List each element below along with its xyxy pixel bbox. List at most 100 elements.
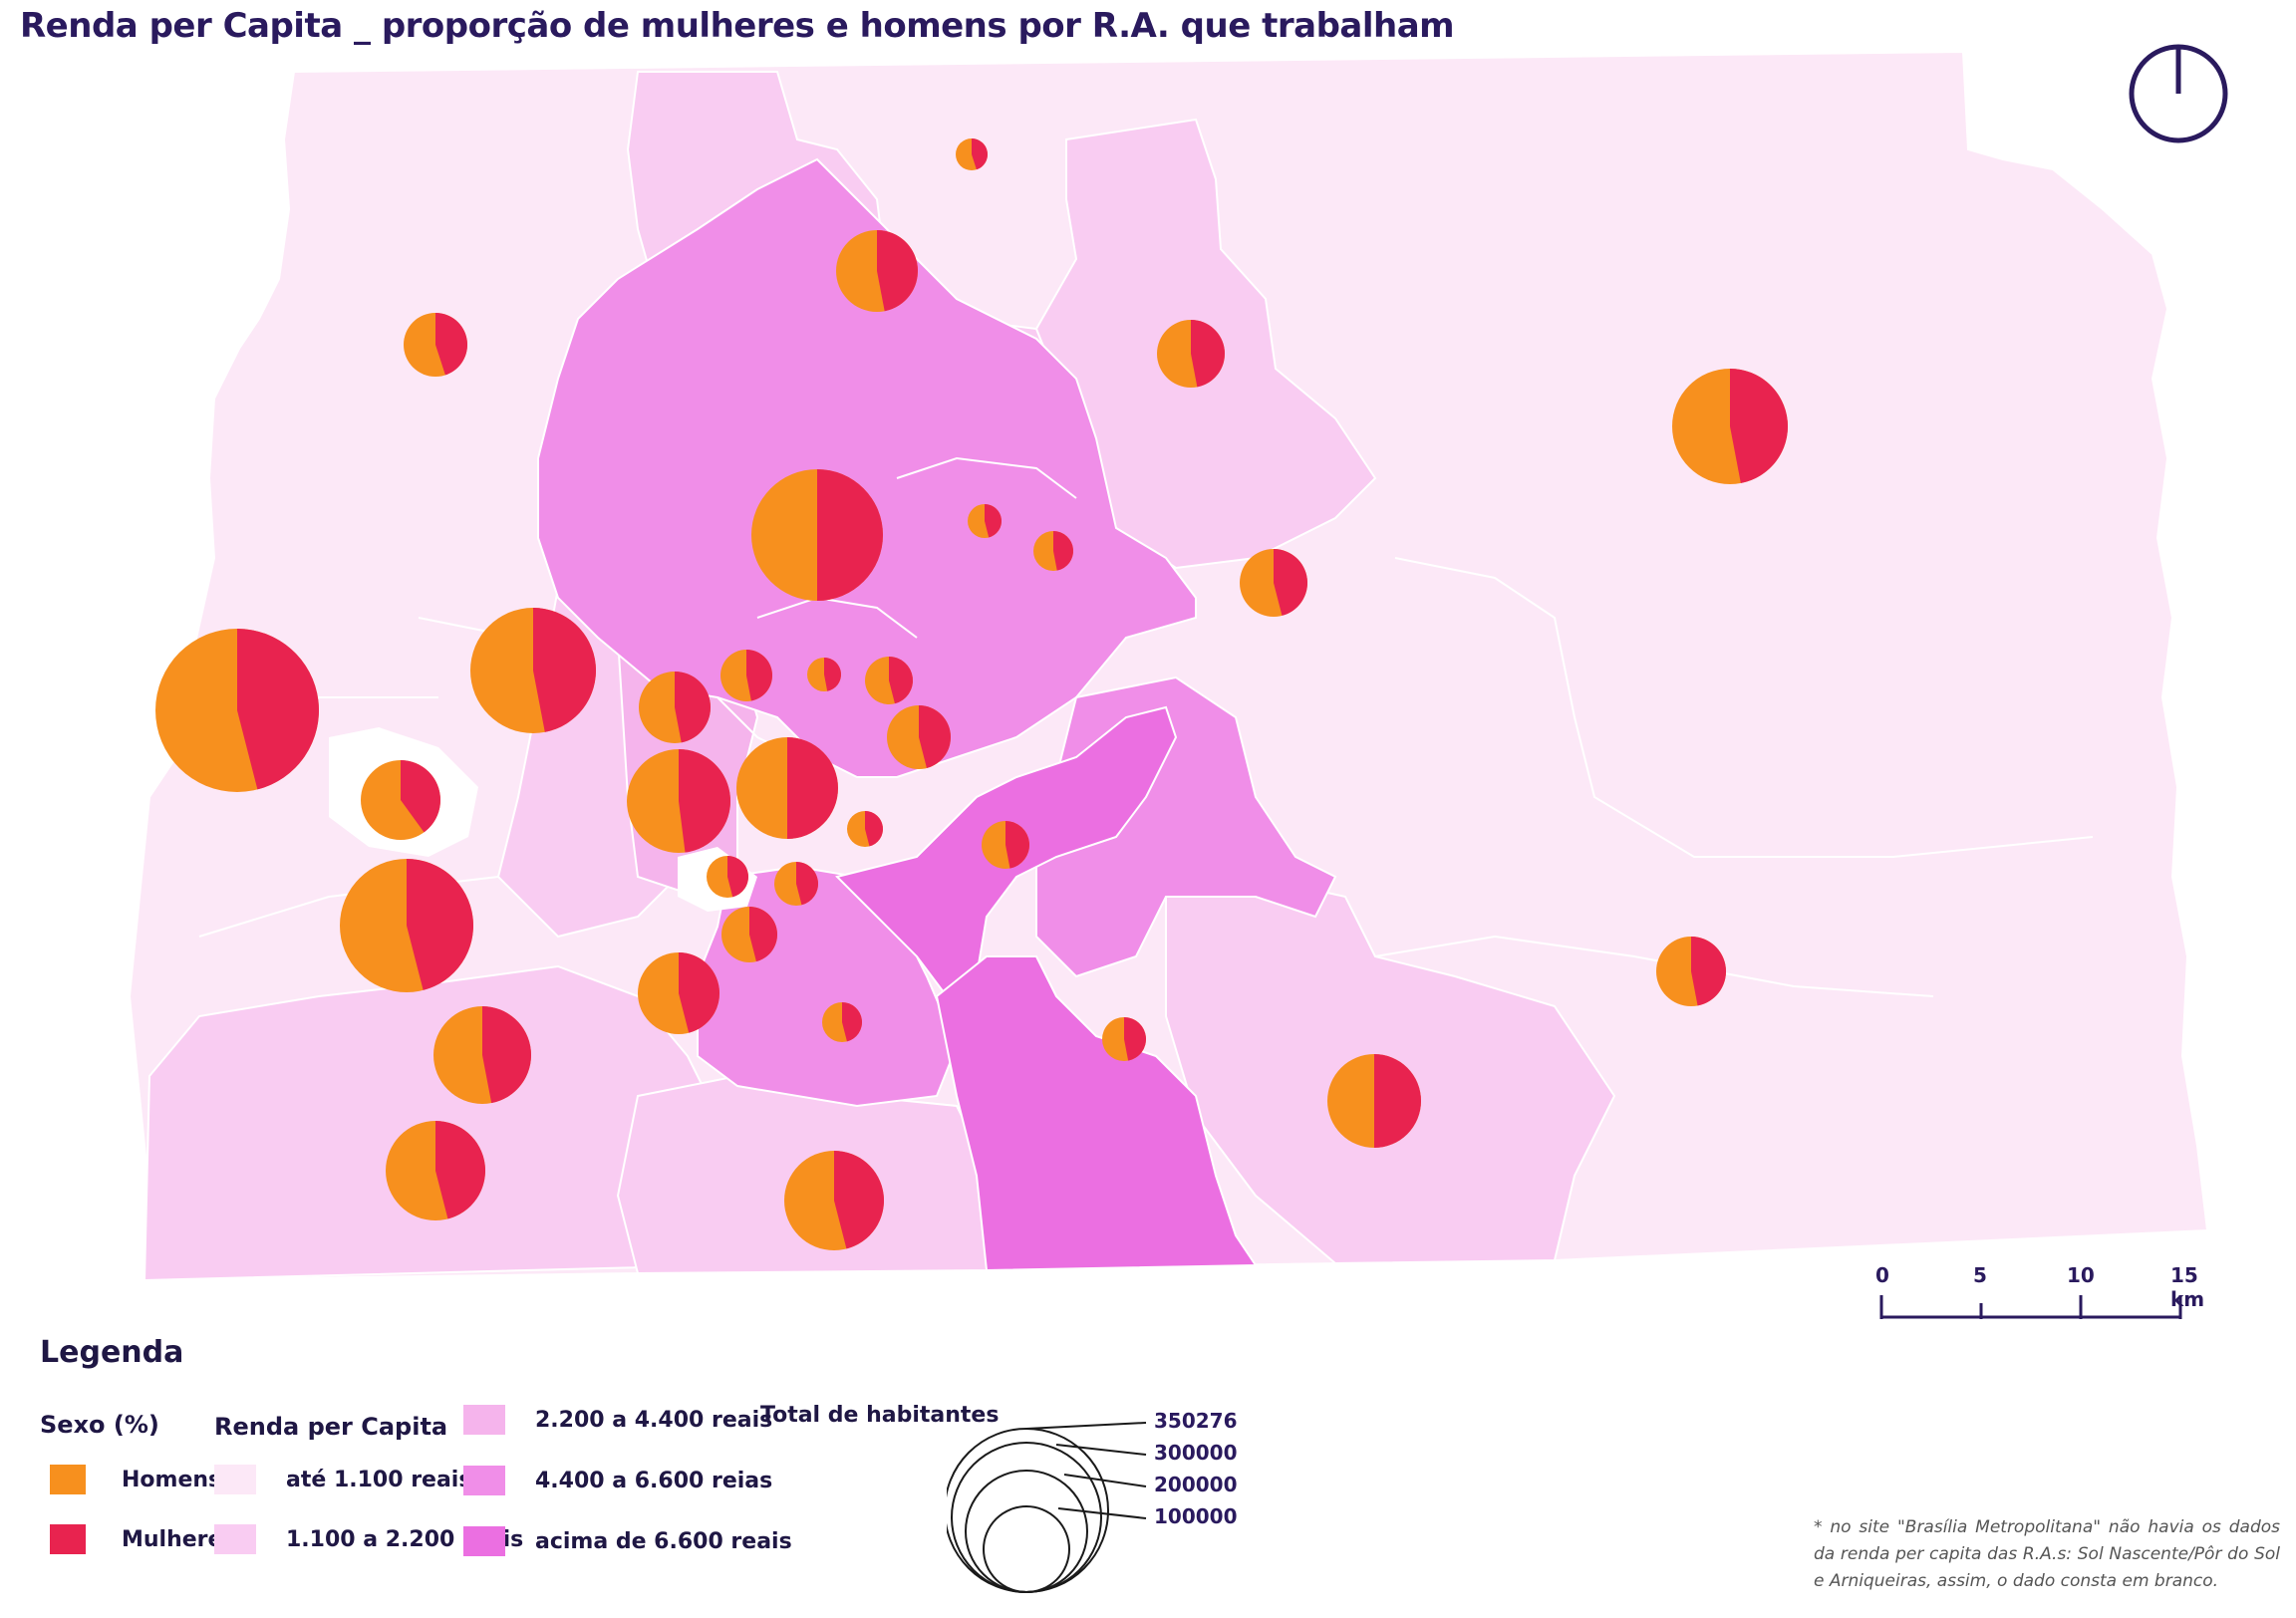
pie-ra-21 [982,821,1029,869]
pie-ra-18 [736,737,838,839]
pie-slice-mulheres [1374,1054,1421,1148]
legend-label-homens: Homens [122,1467,222,1492]
pie-ra-23 [774,862,818,906]
legend-habitantes-300000: 300000 [1154,1441,1238,1465]
pie-ra-5 [1672,369,1788,484]
legend-swatch-renda-5 [463,1526,505,1556]
legend-label-renda-1: até 1.100 reais [286,1467,472,1492]
pie-slice-mulheres [1124,1017,1147,1061]
legend-swatch-homens [50,1465,86,1494]
pie-slice-mulheres [1191,320,1226,388]
pie-ra-14 [865,657,913,704]
pie-ra-10 [470,608,597,733]
pie-slice-mulheres [435,1121,486,1219]
pie-slice-mulheres [842,1002,863,1042]
legend-label-renda-4: 4.400 a 6.600 reias [535,1468,773,1493]
legend-renda-heading: Renda per Capita [214,1413,448,1441]
pie-ra-16 [887,705,952,769]
pie-ra-19 [361,760,440,840]
pie-slice-mulheres [824,657,842,691]
pie-slice-mulheres [985,504,1003,538]
pie-slice-mulheres [482,1005,532,1104]
legend-item-mulheres: Mulheres [50,1524,236,1554]
footnote: * no site "Brasília Metropolitana" não h… [1814,1517,2280,1591]
pie-ra-31 [1327,1054,1421,1148]
pie-ra-7 [968,504,1003,538]
pie-ra-12 [720,650,773,701]
scale-tick-0: 0 [1875,1263,1889,1287]
pie-slice-mulheres [817,469,883,601]
pie-ra-20 [847,811,884,847]
pie-ra-2 [836,230,918,312]
pie-ra-27 [638,952,720,1034]
pie-ra-30 [433,1005,532,1104]
pie-slice-mulheres [679,749,730,853]
pie-slice-mulheres [1005,821,1029,869]
pie-slice-mulheres [407,859,473,990]
legend-item-renda-1: até 1.100 reais [214,1465,471,1494]
pie-ra-17 [627,749,730,853]
pie-ra-6 [751,469,883,601]
pie-slice-mulheres [877,230,918,312]
pie-slice-mulheres [919,705,952,768]
pie-ra-4 [1157,320,1226,388]
legend-label-renda-3: 2.200 a 4.400 reais [535,1407,773,1433]
pie-slice-mulheres [401,760,440,833]
legend-item-renda-3: 2.200 a 4.400 reais [463,1405,772,1435]
legend-title: Legenda [40,1335,184,1370]
legend-swatch-renda-3 [463,1405,505,1435]
pie-ra-33 [784,1151,884,1250]
legend-habitantes-200000: 200000 [1154,1473,1238,1496]
pie-ra-8 [1033,531,1074,571]
pie-slice-mulheres [533,608,597,732]
pie-slice-mulheres [679,952,720,1033]
pie-ra-32 [386,1121,486,1220]
pie-slice-mulheres [1730,369,1788,483]
pie-ra-26 [1656,937,1726,1006]
pie-ra-1 [956,138,989,170]
legend-swatch-renda-4 [463,1466,505,1495]
pie-ra-24 [340,859,473,992]
pie-slice-mulheres [746,650,773,701]
pie-ra-25 [721,907,777,962]
legend-habitantes-100000: 100000 [1154,1504,1238,1528]
pie-slice-mulheres [889,657,913,704]
pie-ra-3 [404,313,467,377]
region-brasilia-north [537,157,1197,778]
legend-label-renda-5: acima de 6.600 reais [535,1528,792,1554]
legend-habitantes-heading: Total de habitantes [760,1403,1000,1428]
scale-bar: 0 5 10 15 km [1873,1263,2232,1333]
pie-slice-mulheres [787,737,838,839]
pie-slice-mulheres [972,138,989,170]
pie-ra-22 [707,856,749,898]
pie-slice-mulheres [675,672,711,743]
pie-slice-mulheres [1691,937,1726,1006]
legend-swatch-renda-1 [214,1465,256,1494]
legend-sexo-heading: Sexo (%) [40,1411,159,1439]
legend-swatch-mulheres [50,1524,86,1554]
north-arrow-icon [2129,44,2228,143]
pie-slice-mulheres [865,811,884,847]
legend-item-renda-4: 4.400 a 6.600 reias [463,1466,772,1495]
legend-item-homens: Homens [50,1465,221,1494]
legend-habitantes-350276: 350276 [1154,1409,1238,1433]
pie-ra-11 [155,629,319,792]
legend-item-renda-5: acima de 6.600 reais [463,1526,792,1556]
pie-ra-15 [639,672,711,743]
pie-slice-mulheres [834,1151,884,1249]
map-title: Renda per Capita _ proporção de mulheres… [20,6,1455,46]
scale-tick-15: 15 km [2170,1263,2205,1311]
legend-bubble-sizes [947,1422,1147,1593]
scale-tick-10: 10 [2067,1263,2095,1287]
scale-tick-5: 5 [1973,1263,1987,1287]
pie-slice-mulheres [237,629,319,790]
pie-slice-mulheres [1053,531,1074,571]
pie-ra-13 [807,657,842,691]
pie-slice-mulheres [1274,549,1307,616]
pie-slice-mulheres [749,907,777,962]
legend-swatch-renda-2 [214,1524,256,1554]
pie-slice-mulheres [796,862,818,906]
pie-ra-28 [822,1002,863,1042]
pie-ra-29 [1102,1017,1147,1061]
